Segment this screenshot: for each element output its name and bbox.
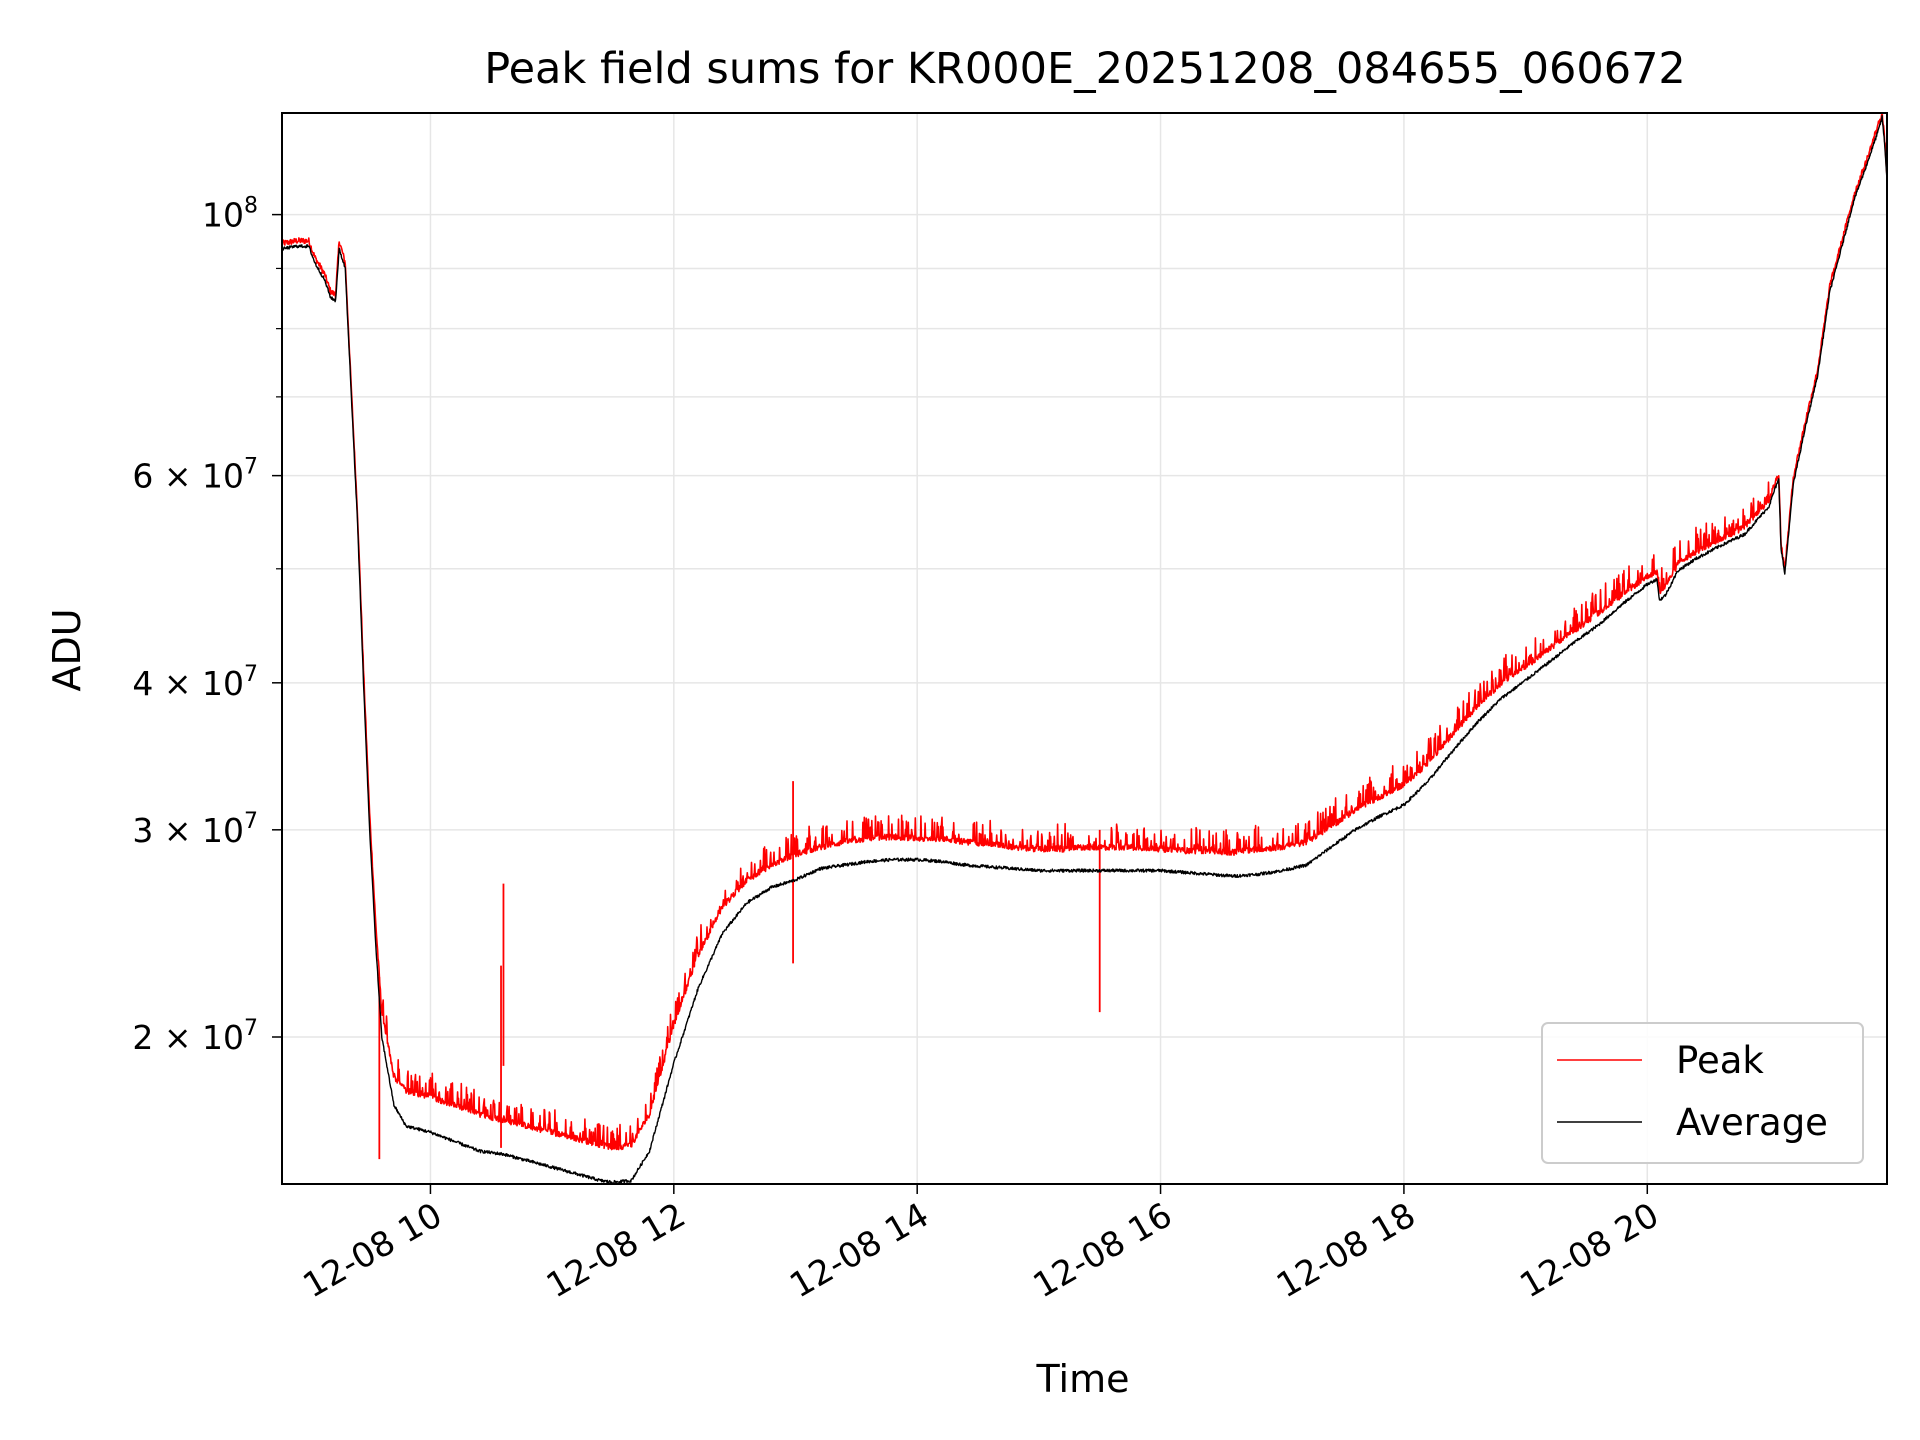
legend: Peak Average — [1541, 1022, 1864, 1164]
x-axis-label: Time — [1036, 1357, 1130, 1401]
y-tick-label: 3 × 107 — [132, 809, 258, 850]
average-series-line — [282, 115, 1887, 1184]
y-axis-label: ADU — [45, 608, 89, 691]
y-tick-label: 2 × 107 — [132, 1016, 258, 1057]
legend-peak-label: Peak — [1676, 1039, 1764, 1082]
legend-average-label: Average — [1676, 1101, 1828, 1144]
chart-title: Peak field sums for KR000E_20251208_0846… — [484, 44, 1686, 94]
legend-box — [1541, 1022, 1864, 1164]
y-tick-label: 4 × 107 — [132, 662, 258, 703]
y-tick-label: 6 × 107 — [132, 455, 258, 496]
grid-lines — [282, 113, 1887, 1184]
data-series — [282, 113, 1887, 1184]
plot-frame — [281, 112, 1888, 1185]
y-tick-label: 108 — [202, 194, 258, 235]
peak-series-line — [282, 113, 1887, 1151]
